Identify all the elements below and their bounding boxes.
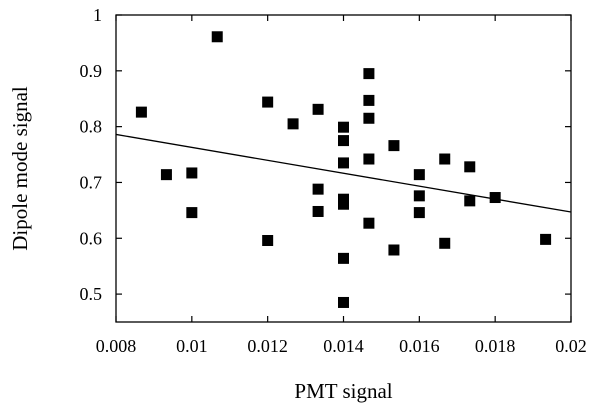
data-point xyxy=(262,235,274,247)
data-point xyxy=(489,192,501,204)
data-point xyxy=(413,190,425,202)
data-point xyxy=(363,153,375,165)
axis-ticks xyxy=(115,14,572,322)
data-point xyxy=(464,161,476,173)
x-tick-label: 0.02 xyxy=(555,336,587,356)
data-point xyxy=(363,217,375,229)
data-point xyxy=(338,135,349,147)
data-point xyxy=(464,195,476,207)
data-point xyxy=(211,31,223,43)
data-point xyxy=(186,167,198,179)
x-tick-label: 0.008 xyxy=(96,336,137,356)
y-tick-label: 0.5 xyxy=(80,284,103,304)
data-points xyxy=(135,31,552,308)
y-tick-label: 0.8 xyxy=(80,117,103,137)
y-tick-label: 0.9 xyxy=(80,61,103,81)
y-tick-labels: 0.5 0.6 0.7 0.8 0.9 1 xyxy=(80,5,103,304)
data-point xyxy=(413,169,425,181)
y-tick-label: 0.7 xyxy=(80,172,103,192)
data-point xyxy=(312,183,324,195)
data-point xyxy=(338,157,349,169)
data-point xyxy=(338,252,349,264)
data-point xyxy=(540,233,552,245)
x-tick-label: 0.014 xyxy=(323,336,364,356)
data-point xyxy=(363,94,375,106)
data-point xyxy=(388,244,400,256)
data-point xyxy=(160,169,172,181)
data-point xyxy=(439,237,451,249)
y-tick-label: 0.6 xyxy=(80,228,103,248)
data-point xyxy=(439,153,451,165)
data-point xyxy=(363,68,375,80)
plot-frame xyxy=(115,14,572,323)
data-point xyxy=(363,112,375,124)
data-point xyxy=(312,205,324,217)
data-point xyxy=(135,106,147,118)
data-point xyxy=(413,207,425,219)
data-point xyxy=(262,96,274,108)
x-tick-labels: 0.008 0.01 0.012 0.014 0.016 0.018 0.02 xyxy=(96,336,587,356)
x-tick-label: 0.01 xyxy=(176,336,208,356)
x-tick-label: 0.016 xyxy=(399,336,440,356)
data-point xyxy=(338,121,349,133)
x-axis-label: PMT signal xyxy=(294,379,392,403)
x-tick-label: 0.018 xyxy=(475,336,516,356)
y-tick-label: 1 xyxy=(93,5,102,25)
y-axis-label: Dipole mode signal xyxy=(8,86,32,251)
data-point xyxy=(287,118,299,130)
x-tick-label: 0.012 xyxy=(247,336,288,356)
data-point xyxy=(312,103,324,115)
data-point xyxy=(338,198,349,210)
data-point xyxy=(338,296,349,308)
data-point xyxy=(186,207,198,219)
data-point xyxy=(388,140,400,152)
